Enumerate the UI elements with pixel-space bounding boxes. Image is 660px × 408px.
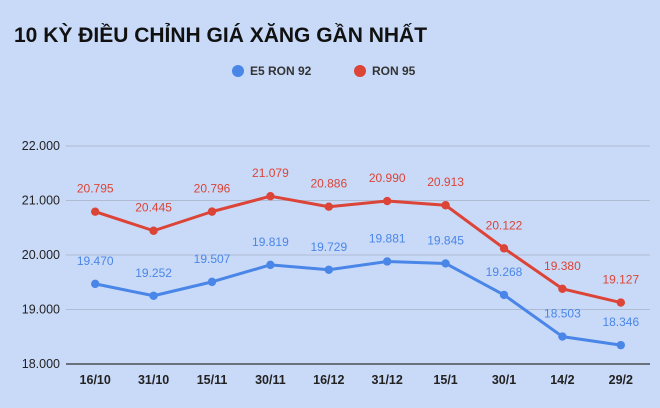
data-label: 20.796 (194, 182, 231, 196)
chart-title: 10 KỲ ĐIỀU CHỈNH GIÁ XĂNG GẦN NHẤT (14, 23, 427, 47)
data-label: 19.268 (486, 265, 523, 279)
data-label: 19.845 (427, 233, 464, 247)
data-label: 19.252 (135, 266, 172, 280)
legend: E5 RON 92 RON 95 (232, 64, 416, 78)
data-label: 20.795 (77, 182, 114, 196)
data-label: 20.913 (427, 175, 464, 189)
data-point (383, 257, 392, 266)
data-point (91, 279, 100, 289)
x-tick-label: 15/1 (433, 373, 457, 387)
data-point (499, 244, 509, 253)
data-point (324, 202, 333, 211)
data-point (616, 298, 625, 307)
data-label: 19.881 (369, 231, 406, 245)
data-point (383, 196, 392, 206)
data-point (558, 332, 567, 341)
x-tick-label: 31/12 (372, 373, 403, 387)
data-point (266, 191, 275, 201)
y-tick-label: 21.000 (22, 194, 60, 208)
data-label: 18.346 (602, 315, 639, 329)
axis-labels: 18.000 19.000 20.000 21.000 22.000 16/10 31/10… (22, 139, 633, 387)
x-tick-label: 14/2 (550, 373, 574, 387)
data-label: 19.470 (77, 254, 114, 268)
data-point (207, 207, 217, 216)
series-line (93, 259, 623, 347)
data-point (324, 265, 333, 274)
data-label: 20.445 (135, 201, 172, 215)
legend-marker (354, 65, 366, 77)
x-tick-label: 15/11 (197, 373, 228, 387)
data-label: 19.507 (194, 252, 231, 266)
data-point (266, 260, 275, 270)
data-point (91, 207, 100, 216)
x-tick-label: 16/12 (313, 373, 344, 387)
data-label: 19.127 (602, 273, 639, 287)
y-tick-label: 22.000 (22, 139, 60, 153)
data-label: 20.122 (486, 218, 523, 232)
series-lines (91, 191, 625, 350)
data-point (558, 284, 567, 293)
data-point (499, 290, 509, 300)
data-label: 21.079 (252, 166, 289, 180)
data-label: 20.990 (369, 171, 406, 185)
x-tick-label: 31/10 (138, 373, 169, 387)
data-point (441, 201, 450, 210)
data-labels: 19.470 19.252 19.507 19.819 19.729 19.881 19.8… (77, 166, 640, 329)
x-tick-label: 29/2 (609, 373, 633, 387)
data-point (149, 291, 158, 300)
y-tick-label: 18.000 (22, 357, 60, 371)
x-tick-label: 16/10 (80, 373, 111, 387)
data-label: 18.503 (544, 307, 581, 321)
x-tick-label: 30/11 (255, 373, 286, 387)
data-label: 19.729 (310, 240, 347, 254)
series-line (93, 194, 623, 305)
legend-marker (232, 65, 244, 77)
data-point (441, 259, 450, 268)
data-label: 20.886 (310, 177, 347, 191)
data-point (149, 226, 158, 235)
grid-lines (66, 145, 650, 365)
data-point (616, 340, 625, 350)
data-point (207, 277, 217, 287)
x-tick-label: 30/1 (492, 373, 516, 387)
legend-label: RON 95 (372, 64, 416, 78)
data-label: 19.380 (544, 259, 581, 273)
y-tick-label: 20.000 (22, 248, 60, 262)
y-tick-label: 19.000 (22, 303, 60, 317)
legend-label: E5 RON 92 (250, 64, 312, 78)
data-label: 19.819 (252, 235, 289, 249)
